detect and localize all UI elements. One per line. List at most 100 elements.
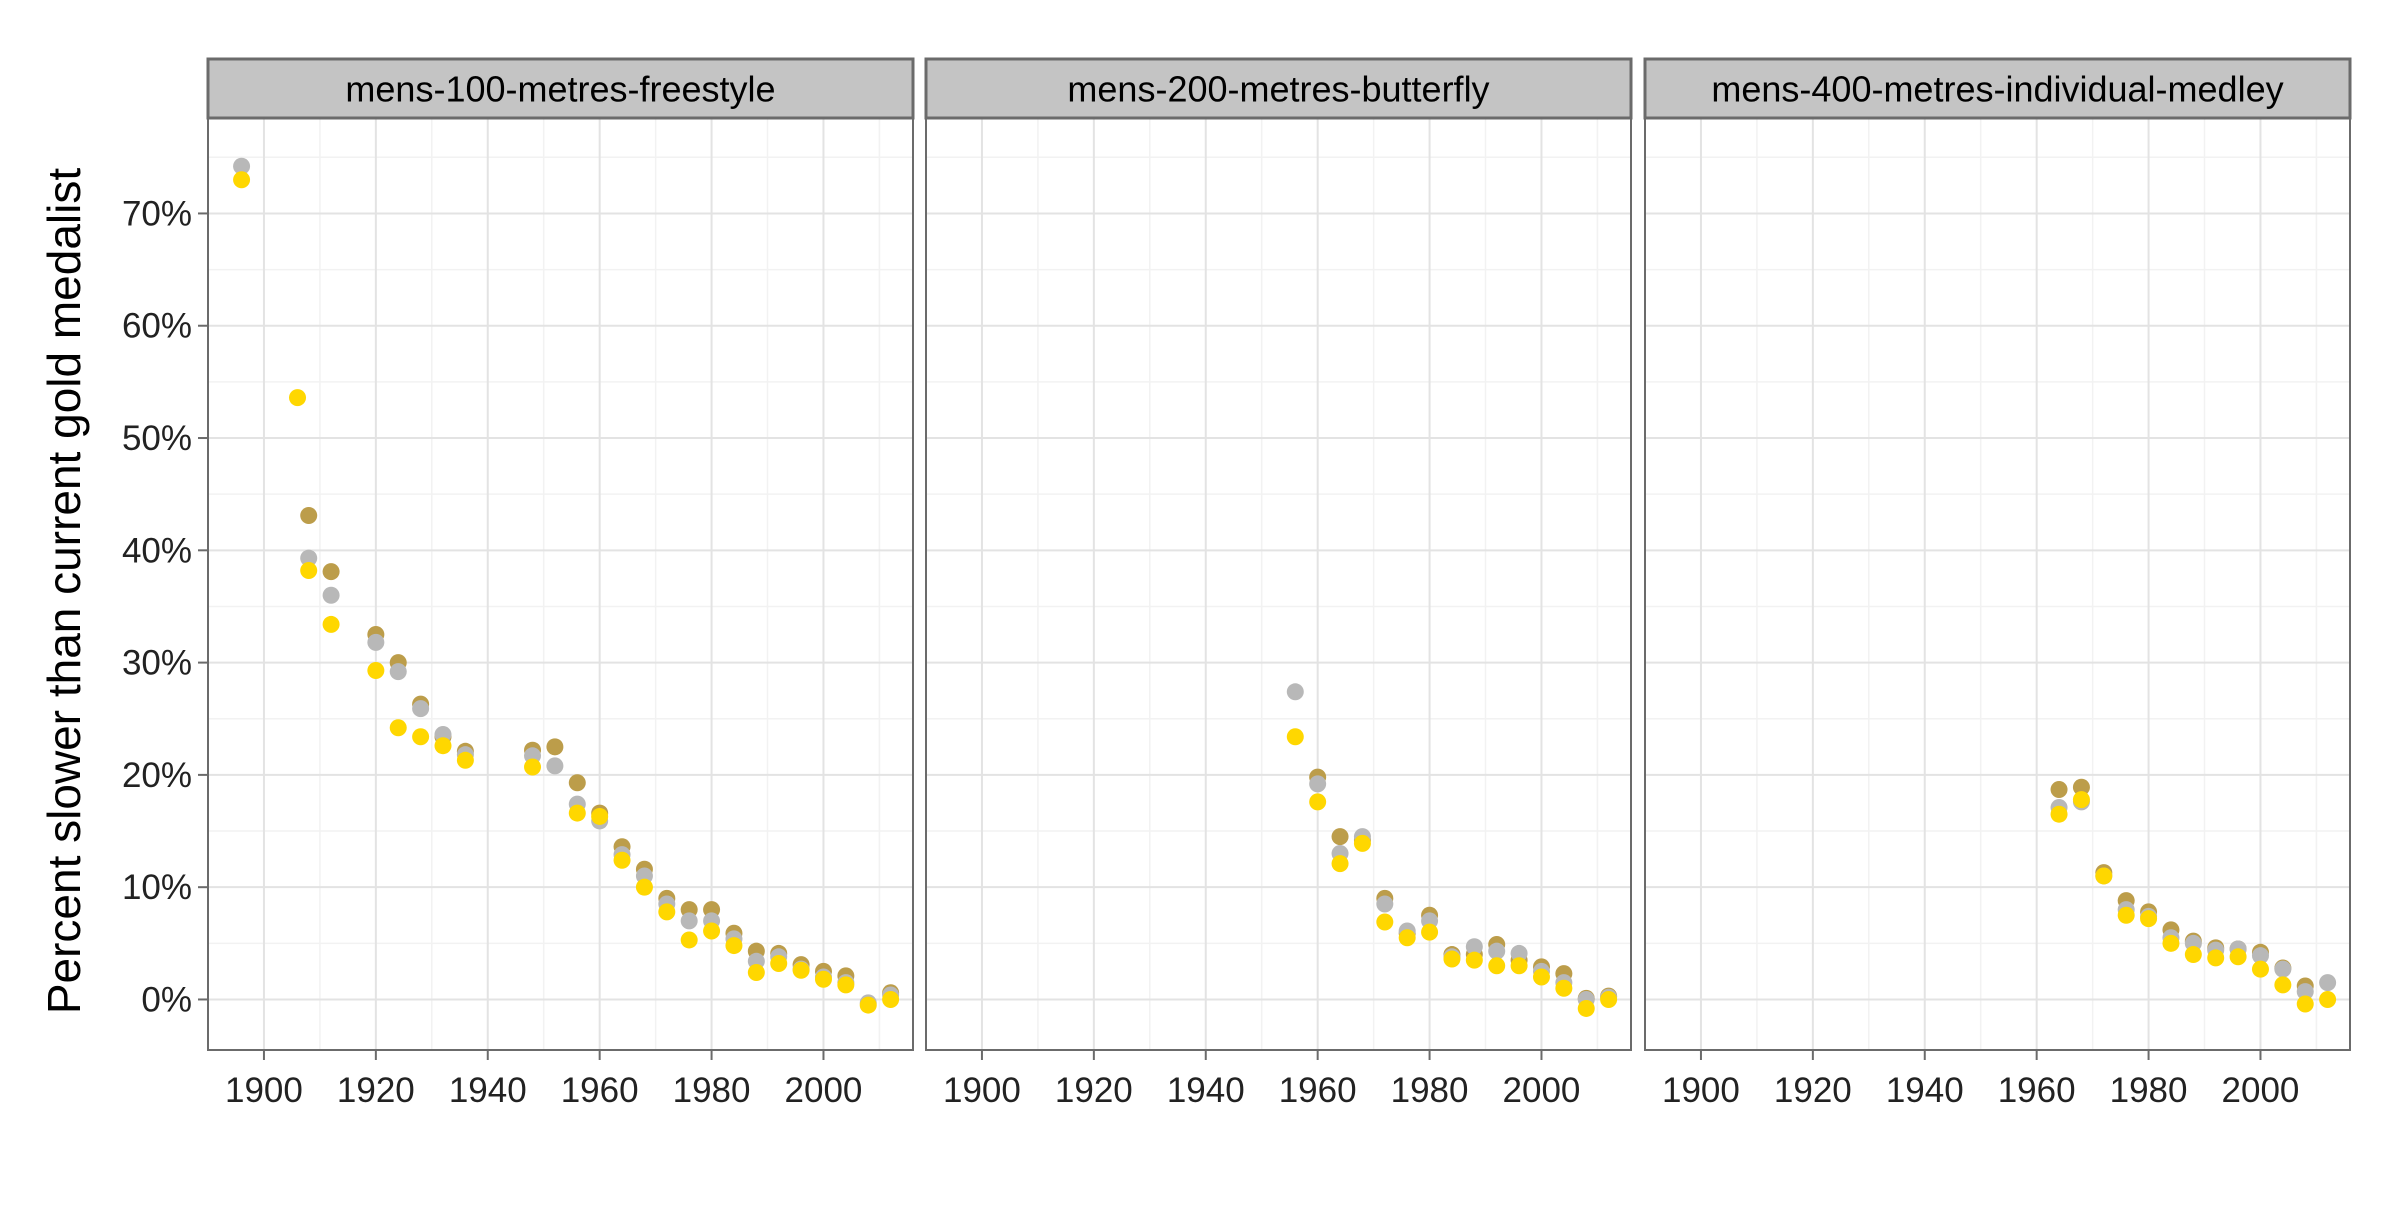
gold-point bbox=[456, 751, 474, 769]
gold-point bbox=[1309, 793, 1327, 811]
gold-point bbox=[1331, 855, 1349, 873]
silver-point bbox=[322, 586, 340, 604]
gold-point bbox=[1510, 957, 1528, 975]
silver-point bbox=[2296, 983, 2314, 1001]
gold-point bbox=[747, 964, 765, 982]
facet-title: mens-200-metres-butterfly bbox=[1067, 69, 1489, 110]
bronze-point bbox=[300, 507, 318, 525]
x-tick-label: 1980 bbox=[673, 1071, 751, 1110]
silver-point bbox=[1376, 895, 1394, 913]
gold-point bbox=[1421, 923, 1439, 941]
gold-point bbox=[591, 807, 609, 825]
bronze-point bbox=[2050, 780, 2068, 798]
x-tick-label: 1920 bbox=[1055, 1071, 1133, 1110]
x-tick-label: 1960 bbox=[1279, 1071, 1357, 1110]
silver-point bbox=[1488, 942, 1506, 960]
gold-point bbox=[2296, 995, 2314, 1013]
gold-point bbox=[703, 922, 721, 940]
y-axis-title: Percent slower than current gold medalis… bbox=[38, 167, 90, 1015]
gold-point bbox=[568, 804, 586, 822]
x-tick-label: 1900 bbox=[1662, 1071, 1740, 1110]
x-tick-label: 1940 bbox=[1886, 1071, 1964, 1110]
x-tick-label: 1940 bbox=[1167, 1071, 1245, 1110]
y-tick-label: 40% bbox=[122, 531, 192, 570]
silver-point bbox=[546, 757, 564, 775]
bronze-point bbox=[546, 738, 564, 756]
silver-point bbox=[300, 549, 318, 567]
gold-point bbox=[2319, 990, 2337, 1008]
silver-point bbox=[1510, 944, 1528, 962]
bronze-point bbox=[2072, 778, 2090, 796]
panel-background bbox=[208, 118, 913, 1050]
gold-point bbox=[2095, 867, 2113, 885]
y-tick-label: 10% bbox=[122, 868, 192, 907]
x-tick-label: 1980 bbox=[2110, 1071, 2188, 1110]
panel-3: mens-400-metres-individual-medley 1900 192… bbox=[1643, 57, 2352, 1110]
gold-point bbox=[1555, 979, 1573, 997]
gold-point bbox=[859, 996, 877, 1014]
y-tick-label: 30% bbox=[122, 644, 192, 683]
gold-point bbox=[289, 389, 307, 407]
gold-point bbox=[882, 990, 900, 1008]
bronze-point bbox=[568, 774, 586, 792]
x-tick-label: 1920 bbox=[1774, 1071, 1852, 1110]
gold-point bbox=[300, 562, 318, 580]
gold-point bbox=[1443, 950, 1461, 968]
gold-point bbox=[389, 719, 407, 737]
gold-point bbox=[2184, 946, 2202, 964]
x-tick-label: 1960 bbox=[561, 1071, 639, 1110]
silver-point bbox=[367, 633, 385, 651]
silver-point bbox=[1286, 683, 1304, 701]
gold-point bbox=[2117, 906, 2135, 924]
facet-title: mens-400-metres-individual-medley bbox=[1711, 69, 2283, 110]
silver-point bbox=[1465, 938, 1483, 956]
gold-point bbox=[2050, 805, 2068, 823]
facet-strip bbox=[1643, 57, 2352, 120]
gold-point bbox=[658, 903, 676, 921]
gold-point bbox=[2274, 976, 2292, 994]
x-tick-label: 1920 bbox=[337, 1071, 415, 1110]
gold-point bbox=[2229, 948, 2247, 966]
x-tick-label: 1960 bbox=[1998, 1071, 2076, 1110]
y-tick-label: 50% bbox=[122, 419, 192, 458]
bronze-point bbox=[322, 563, 340, 581]
gold-point bbox=[1353, 834, 1371, 852]
facet-title: mens-100-metres-freestyle bbox=[345, 69, 775, 110]
silver-point bbox=[2274, 960, 2292, 978]
x-tick-label: 1900 bbox=[943, 1071, 1021, 1110]
panel-2: mens-200-metres-butterfly 1900 1920 1940 196… bbox=[924, 57, 1633, 1110]
gold-point bbox=[367, 661, 385, 679]
silver-point bbox=[680, 912, 698, 930]
gold-point bbox=[770, 955, 788, 973]
silver-point bbox=[2251, 947, 2269, 965]
gold-point bbox=[322, 615, 340, 633]
silver-point bbox=[233, 157, 251, 175]
facet-strip bbox=[924, 57, 1633, 120]
silver-point bbox=[412, 700, 430, 718]
x-tick-label: 1900 bbox=[225, 1071, 303, 1110]
gold-point bbox=[233, 171, 251, 189]
silver-point bbox=[1309, 775, 1327, 793]
gold-point bbox=[524, 758, 542, 776]
x-tick-label: 2000 bbox=[2222, 1071, 2300, 1110]
gold-point bbox=[1398, 929, 1416, 947]
gold-point bbox=[412, 728, 430, 746]
gold-point bbox=[1376, 913, 1394, 931]
gold-point bbox=[2162, 934, 2180, 952]
gold-point bbox=[1286, 728, 1304, 746]
facet-strip bbox=[206, 57, 915, 120]
gold-point bbox=[792, 961, 810, 979]
gold-point bbox=[2207, 949, 2225, 967]
panel-1: mens-100-metres-freestyle 1900 1920 1940 196… bbox=[122, 57, 915, 1110]
gold-point bbox=[2072, 791, 2090, 809]
x-tick-label: 2000 bbox=[1503, 1071, 1581, 1110]
silver-point bbox=[2319, 974, 2337, 992]
gold-point bbox=[613, 851, 631, 869]
x-tick-label: 2000 bbox=[785, 1071, 863, 1110]
gold-point bbox=[2140, 910, 2158, 928]
gold-point bbox=[434, 737, 452, 755]
x-tick-label: 1940 bbox=[449, 1071, 527, 1110]
gold-point bbox=[837, 976, 855, 994]
